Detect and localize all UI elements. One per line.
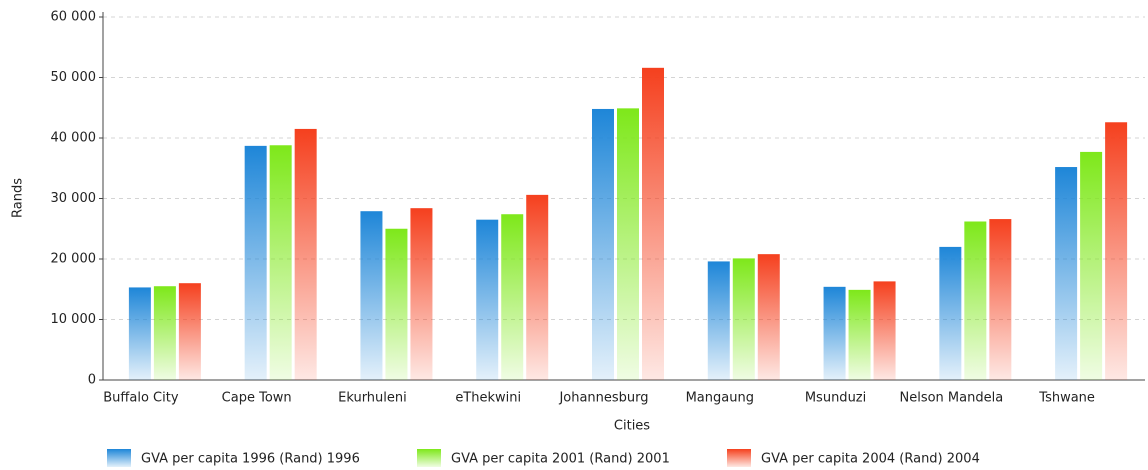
legend-label: GVA per capita 2004 (Rand) 2004 — [761, 452, 980, 467]
y-tick-label: 0 — [88, 373, 96, 388]
bar — [642, 67, 664, 380]
x-tick-label: Mangaung — [686, 391, 754, 406]
bar — [707, 261, 730, 380]
y-tick-label: 20 000 — [51, 252, 97, 267]
bar — [964, 221, 987, 380]
y-tick-label: 10 000 — [51, 312, 97, 327]
bar — [757, 254, 780, 380]
bar — [153, 286, 176, 380]
bar — [1080, 151, 1103, 380]
bar — [873, 281, 896, 380]
bar — [823, 286, 846, 380]
bar — [294, 128, 317, 380]
y-tick-label: 50 000 — [51, 70, 97, 85]
bar — [244, 145, 267, 380]
bar — [476, 219, 499, 380]
legend-label: GVA per capita 2001 (Rand) 2001 — [451, 452, 670, 467]
x-tick-label: Ekurhuleni — [338, 391, 407, 406]
y-tick-label: 60 000 — [51, 10, 97, 25]
bar — [939, 246, 962, 380]
bar — [592, 108, 614, 381]
bar — [501, 214, 524, 380]
bar — [360, 211, 383, 380]
bar — [617, 108, 639, 380]
legend-label: GVA per capita 1996 (Rand) 1996 — [141, 452, 360, 467]
bar — [526, 194, 549, 380]
bar — [269, 145, 292, 380]
bar — [128, 287, 151, 380]
bar — [385, 228, 408, 380]
legend-swatch — [417, 449, 441, 467]
x-axis-title: Cities — [614, 419, 650, 434]
bar — [1055, 167, 1078, 380]
x-tick-label: Nelson Mandela — [899, 391, 1003, 406]
x-tick-label: Cape Town — [222, 391, 292, 406]
legend-swatch — [727, 449, 751, 467]
y-axis-title: Rands — [11, 178, 26, 218]
bar — [732, 258, 755, 380]
legend-swatch — [107, 449, 131, 467]
x-tick-label: Buffalo City — [103, 391, 179, 406]
x-tick-label: Johannesburg — [558, 391, 648, 406]
bar — [848, 289, 871, 380]
bar — [1105, 122, 1128, 381]
y-tick-label: 40 000 — [51, 131, 97, 146]
bar — [178, 283, 201, 380]
x-tick-label: eThekwini — [455, 391, 521, 406]
bar — [989, 219, 1012, 380]
y-tick-label: 30 000 — [51, 191, 97, 206]
x-tick-label: Msunduzi — [805, 391, 866, 406]
bar — [410, 208, 433, 380]
x-tick-label: Tshwane — [1038, 391, 1095, 406]
